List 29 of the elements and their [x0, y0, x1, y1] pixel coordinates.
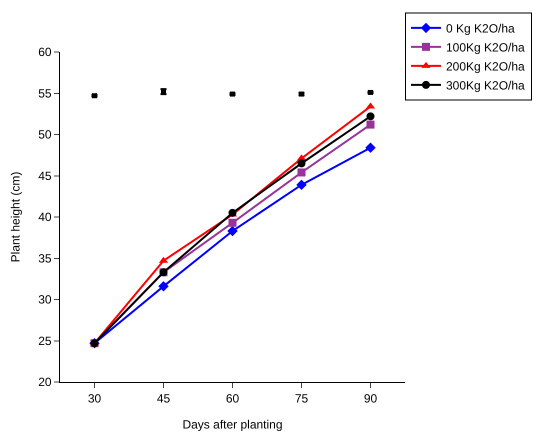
y-tick-label: 45 [38, 168, 52, 183]
x-tick-label: 90 [364, 391, 378, 406]
y-axis-title: Plant height (cm) [8, 172, 23, 262]
point [158, 281, 169, 292]
x-tick-label: 30 [88, 391, 102, 406]
legend-label: 200Kg K2O/ha [446, 60, 526, 74]
legend-label: 100Kg K2O/ha [446, 40, 526, 55]
x-tick-label: 45 [156, 391, 170, 406]
x-tick-label: 75 [294, 391, 308, 406]
point [298, 159, 306, 168]
x-axis-title: Days after planting [182, 417, 283, 432]
y-tick-label: 25 [38, 334, 52, 348]
x-tick-label: 60 [226, 391, 240, 406]
legend-label: 300Kg K2O/ha [446, 78, 526, 93]
point [366, 112, 374, 120]
y-tick-label: 60 [38, 45, 52, 60]
y-tick-label: 20 [38, 375, 52, 390]
point [228, 218, 236, 227]
point [298, 168, 306, 176]
point [365, 142, 376, 153]
point [366, 120, 374, 129]
y-tick-label: 50 [38, 128, 52, 142]
y-tick-label: 35 [38, 251, 52, 266]
legend-label: 0 Kg K2O/ha [446, 22, 516, 36]
y-tick-label: 55 [38, 86, 52, 100]
y-tick-label: 40 [38, 210, 52, 224]
y-tick-label: 30 [38, 292, 52, 307]
point [227, 226, 238, 236]
point [296, 180, 307, 190]
